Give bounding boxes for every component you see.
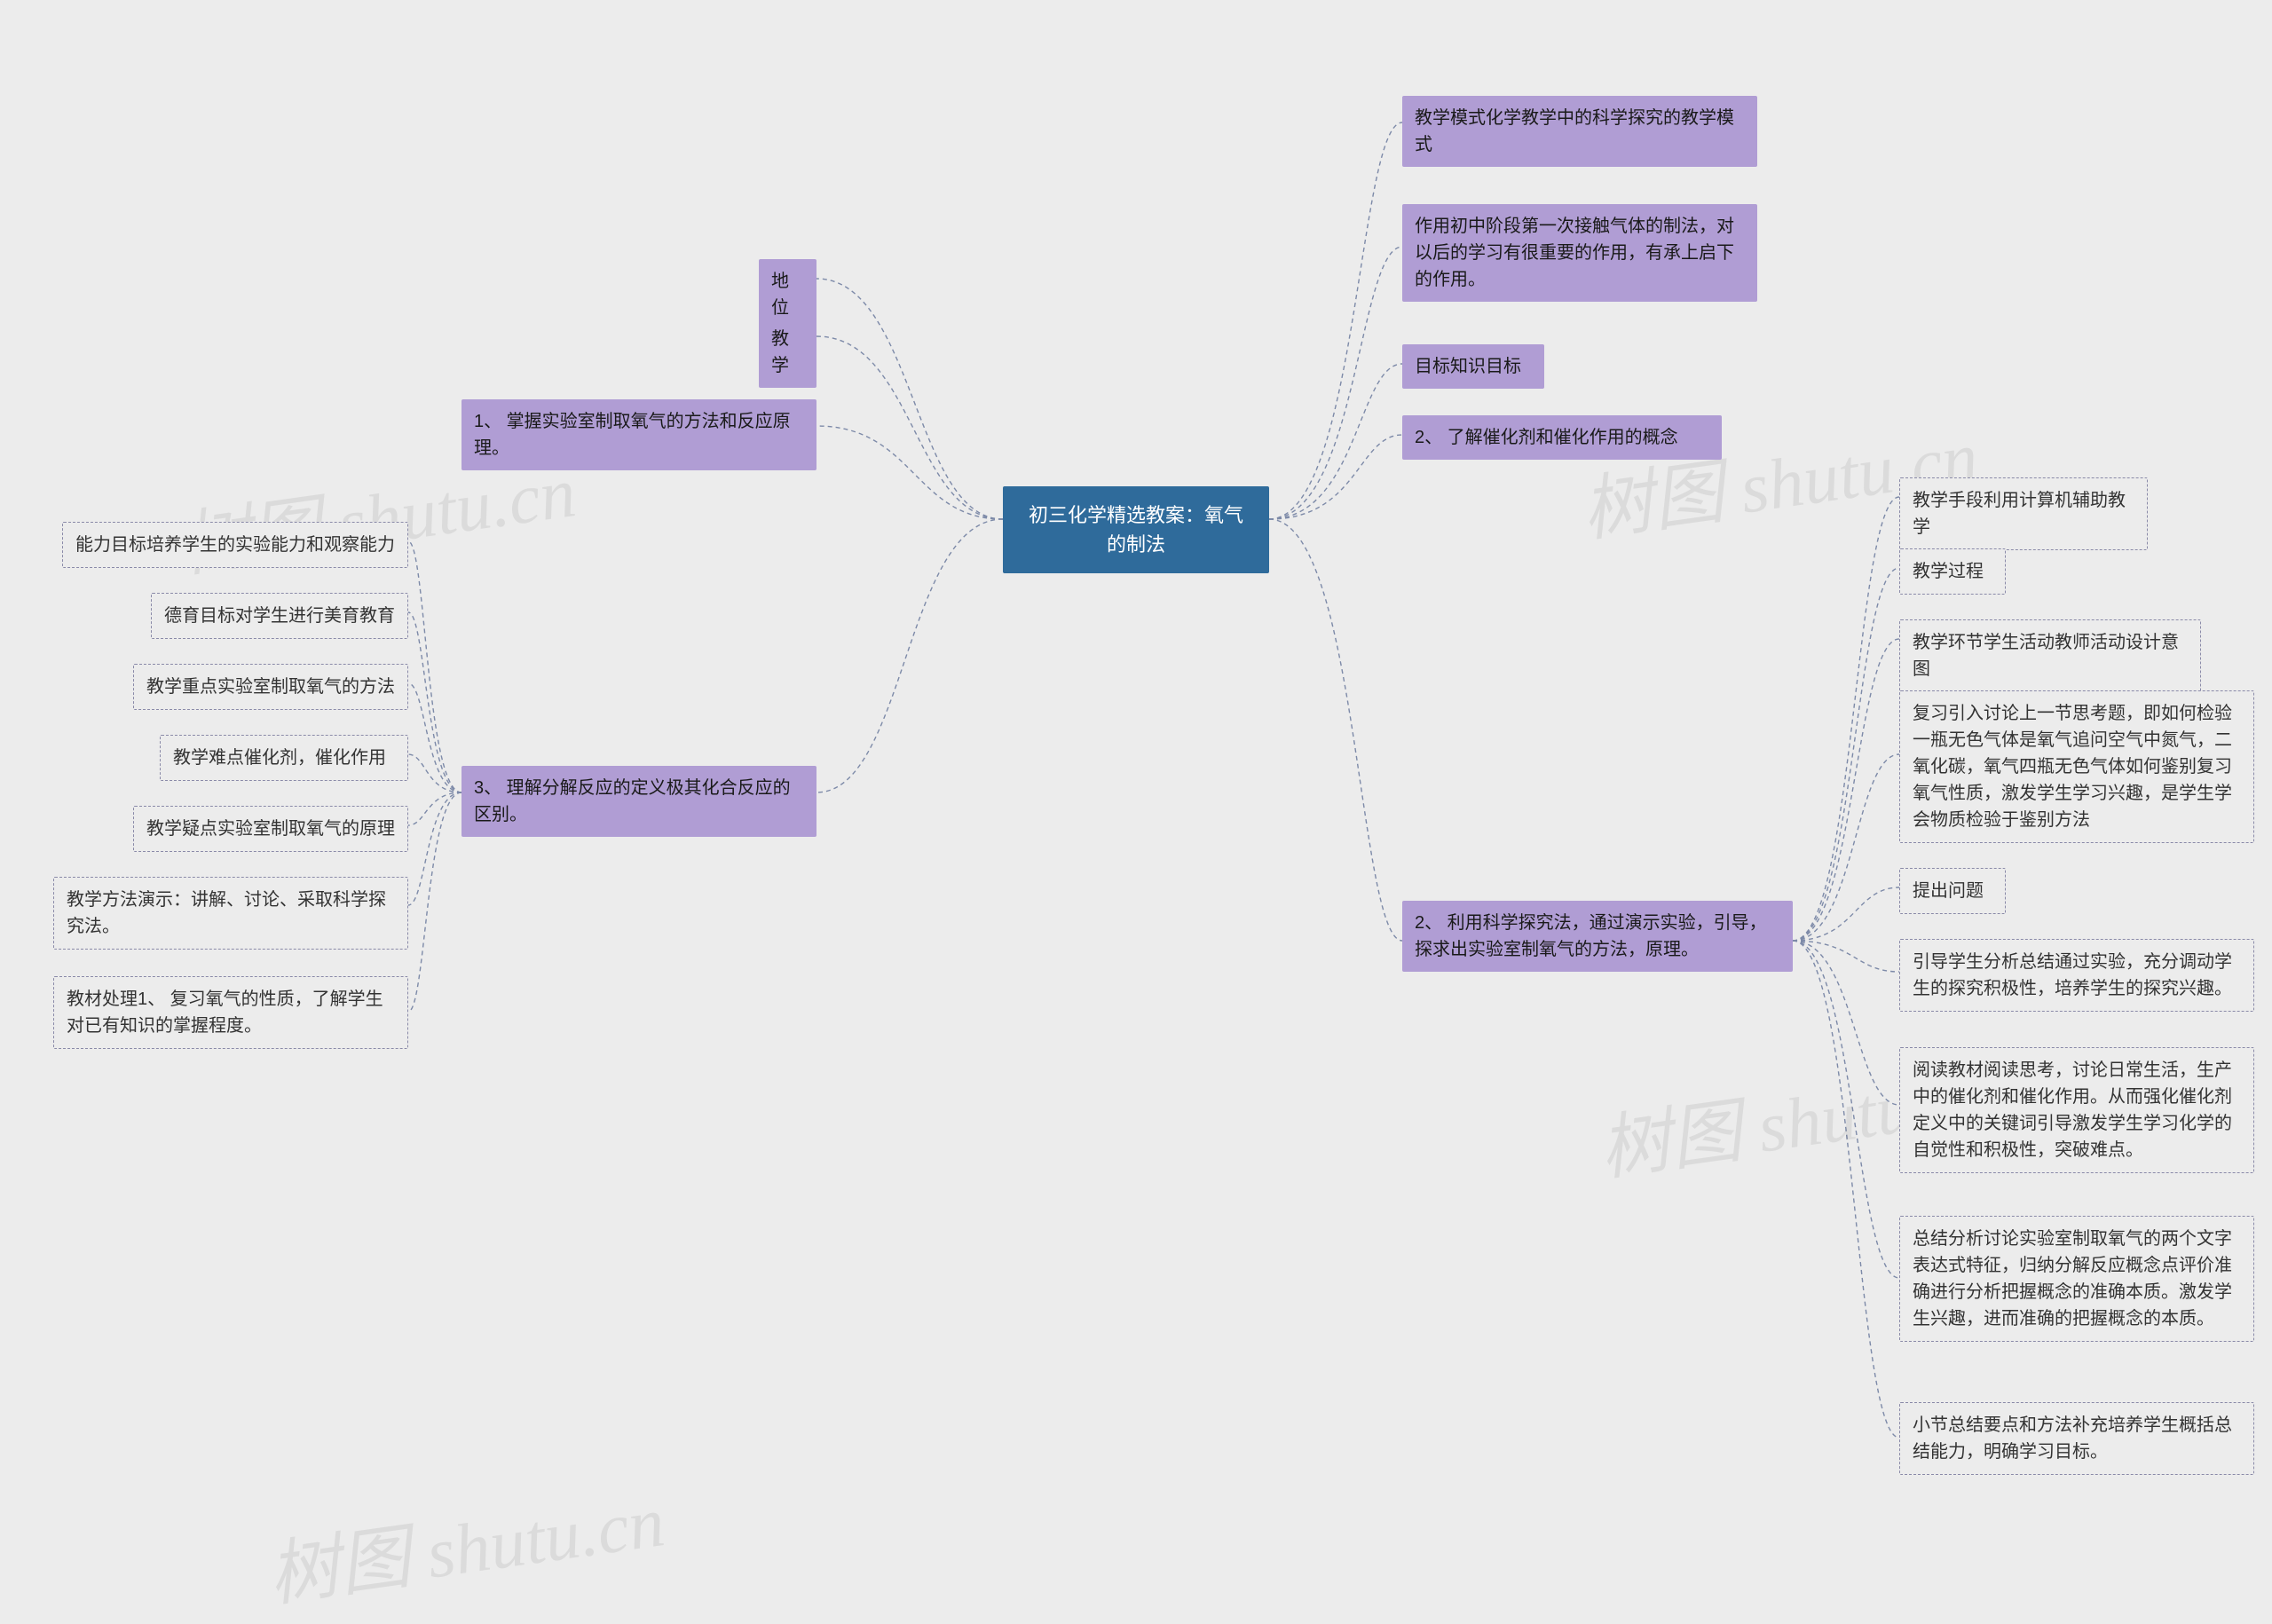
right-branch-4[interactable]: 2、 了解催化剂和催化作用的概念 bbox=[1402, 415, 1722, 460]
right-leaf-1[interactable]: 教学手段利用计算机辅助教学 bbox=[1899, 477, 2148, 550]
left-branch-3[interactable]: 1、 掌握实验室制取氧气的方法和反应原理。 bbox=[462, 399, 816, 470]
right-leaf-7[interactable]: 阅读教材阅读思考，讨论日常生活，生产中的催化剂和催化作用。从而强化催化剂定义中的… bbox=[1899, 1047, 2254, 1173]
left-leaf-5[interactable]: 教学疑点实验室制取氧气的原理 bbox=[133, 806, 408, 852]
right-leaf-3[interactable]: 教学环节学生活动教师活动设计意图 bbox=[1899, 619, 2201, 692]
right-branch-3[interactable]: 目标知识目标 bbox=[1402, 344, 1544, 389]
left-leaf-3[interactable]: 教学重点实验室制取氧气的方法 bbox=[133, 664, 408, 710]
left-leaf-4[interactable]: 教学难点催化剂，催化作用 bbox=[160, 735, 408, 781]
left-leaf-2[interactable]: 德育目标对学生进行美育教育 bbox=[151, 593, 408, 639]
right-leaf-2[interactable]: 教学过程 bbox=[1899, 548, 2006, 595]
right-branch-2[interactable]: 作用初中阶段第一次接触气体的制法，对以后的学习有很重要的作用，有承上启下的作用。 bbox=[1402, 204, 1757, 302]
left-branch-4[interactable]: 3、 理解分解反应的定义极其化合反应的区别。 bbox=[462, 766, 816, 837]
right-leaf-4[interactable]: 复习引入讨论上一节思考题，即如何检验一瓶无色气体是氧气追问空气中氮气，二氧化碳，… bbox=[1899, 690, 2254, 843]
left-leaf-6[interactable]: 教学方法演示：讲解、讨论、采取科学探究法。 bbox=[53, 877, 408, 950]
right-leaf-8[interactable]: 总结分析讨论实验室制取氧气的两个文字表达式特征，归纳分解反应概念点评价准确进行分… bbox=[1899, 1216, 2254, 1342]
right-branch-1[interactable]: 教学模式化学教学中的科学探究的教学模式 bbox=[1402, 96, 1757, 167]
left-leaf-7[interactable]: 教材处理1、 复习氧气的性质，了解学生对已有知识的掌握程度。 bbox=[53, 976, 408, 1049]
root-node[interactable]: 初三化学精选教案：氧气的制法 bbox=[1003, 486, 1269, 573]
left-leaf-1[interactable]: 能力目标培养学生的实验能力和观察能力 bbox=[62, 522, 408, 568]
right-branch-5[interactable]: 2、 利用科学探究法，通过演示实验，引导，探求出实验室制氧气的方法，原理。 bbox=[1402, 901, 1793, 972]
right-leaf-5[interactable]: 提出问题 bbox=[1899, 868, 2006, 914]
watermark: 树图 shutu.cn bbox=[261, 1463, 670, 1620]
right-leaf-6[interactable]: 引导学生分析总结通过实验，充分调动学生的探究积极性，培养学生的探究兴趣。 bbox=[1899, 939, 2254, 1012]
left-branch-2[interactable]: 教学 bbox=[759, 317, 816, 388]
right-leaf-9[interactable]: 小节总结要点和方法补充培养学生概括总结能力，明确学习目标。 bbox=[1899, 1402, 2254, 1475]
mindmap-canvas: 树图 shutu.cn 树图 shutu.cn 树图 shutu.cn 树图 s… bbox=[0, 0, 2272, 1624]
